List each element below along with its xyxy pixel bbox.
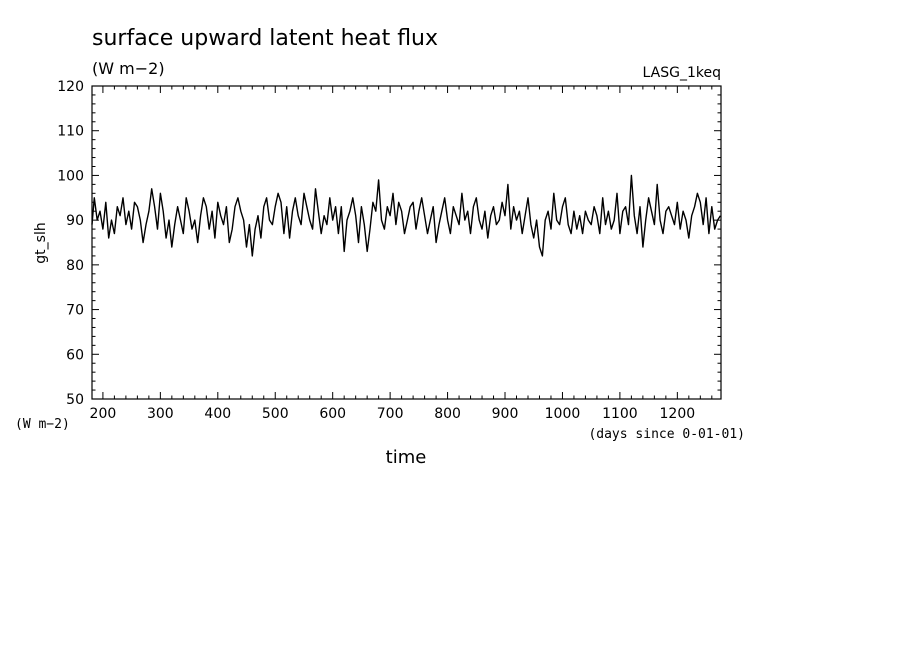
x-tick-label: 200 [90,406,117,422]
chart-units: (W m−2) [92,59,165,78]
x-axis: 200 300 400 500 600 700 800 900 1000 1100 1200 [90,86,713,422]
chart-title: surface upward latent heat flux [92,26,438,51]
x-tick-label: 900 [492,406,519,422]
x-tick-label: 500 [262,406,289,422]
y-units-label: (W m−2) [15,417,70,432]
y-tick-label: 90 [66,213,84,229]
y-tick-label: 50 [66,392,84,408]
x-axis-title: time [386,447,427,468]
series-line [91,174,721,257]
y-tick-label: 100 [57,168,84,184]
x-tick-label: 300 [147,406,174,422]
y-tick-label: 110 [57,124,84,140]
series-layer [91,174,721,257]
x-tick-label: 600 [319,406,346,422]
x-tick-label: 1000 [545,406,581,422]
y-axis-title: gt_slh [33,222,49,263]
x-tick-label: 800 [434,406,461,422]
x-tick-label: 700 [377,406,404,422]
x-units-label: (days since 0-01-01) [588,427,745,442]
x-tick-label: 1100 [602,406,638,422]
x-tick-label: 1200 [660,406,696,422]
y-tick-label: 70 [66,303,84,319]
y-tick-label: 60 [66,347,84,363]
run-label: LASG_1keq [643,65,721,81]
y-tick-label: 80 [66,258,84,274]
y-axis: 50 60 70 80 90 100 110 120 [57,79,721,408]
y-tick-label: 120 [57,79,84,95]
x-tick-label: 400 [204,406,231,422]
plot-frame [91,85,722,400]
